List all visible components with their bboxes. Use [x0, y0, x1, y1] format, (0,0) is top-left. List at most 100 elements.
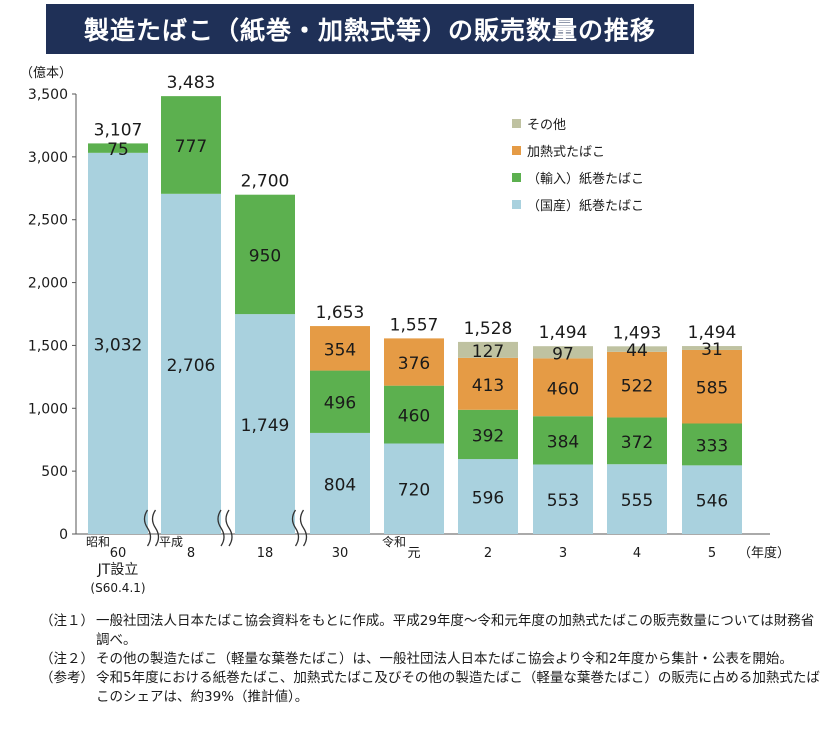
footnote-2: （注２） その他の製造たばこ（軽量な葉巻たばこ）は、一般社団法人日本たばこ協会よ…: [40, 650, 820, 669]
legend-label: 加熱式たばこ: [527, 145, 605, 160]
x-tick-label: 60: [110, 546, 127, 561]
bar-segment: [607, 346, 667, 352]
total-label: 2,700: [241, 172, 290, 192]
bar-segment: [235, 314, 295, 534]
axis-break-mark: [217, 509, 225, 547]
y-tick-label: 3,500: [28, 87, 68, 103]
data-label: 376: [398, 354, 430, 374]
data-label: 460: [398, 407, 430, 427]
bar-segment: [533, 346, 593, 359]
data-label: 384: [547, 432, 579, 452]
footnote-label: （注２）: [40, 651, 94, 667]
bar-segment: [310, 370, 370, 433]
x-tick-label: 2: [484, 546, 492, 561]
chart-title: 製造たばこ（紙巻・加熱式等）の販売数量の推移: [46, 4, 694, 54]
data-label: 553: [547, 491, 579, 511]
legend-swatch: [512, 200, 521, 209]
y-axis-label: （億本）: [20, 65, 72, 81]
footnotes: （注１） 一般社団法人日本たばこ協会資料をもとに作成。平成29年度～令和元年度の…: [40, 612, 820, 707]
footnote-text: その他の製造たばこ（軽量な葉巻たばこ）は、一般社団法人日本たばこ協会より令和2年…: [96, 651, 793, 667]
data-label: 522: [621, 377, 653, 397]
x-tick-label: 4: [633, 546, 641, 561]
bar-segment: [458, 341, 518, 358]
footnote-label: （注１）: [40, 613, 94, 629]
legend-swatch: [512, 173, 521, 182]
bar-segment: [161, 193, 221, 534]
bar-segment: [384, 443, 444, 534]
total-label: 1,494: [539, 323, 588, 343]
bar-segment: [310, 432, 370, 534]
x-tick-label: 18: [257, 546, 274, 561]
bar-segment: [235, 194, 295, 315]
bar-segment: [458, 357, 518, 410]
total-label: 3,483: [167, 73, 216, 93]
x-tick-label: 8: [187, 546, 195, 561]
bar-segment: [458, 459, 518, 534]
bar-segment: [682, 346, 742, 350]
data-label: 585: [696, 379, 728, 399]
x-tick-label: 3: [559, 546, 567, 561]
data-label: 555: [621, 491, 653, 511]
footnote-text: 令和5年度における紙巻たばこ、加熱式たばこ及びその他の製造たばこ（軽量な葉巻たば…: [96, 670, 820, 705]
sub-label: JT設立: [97, 562, 139, 578]
y-tick-label: 0: [59, 527, 68, 543]
x-tick-label: 30: [332, 546, 349, 561]
x-tick-label: 5: [708, 546, 716, 561]
axis-break-mark: [143, 509, 152, 547]
data-label: 372: [621, 433, 653, 453]
legend-swatch: [512, 146, 521, 155]
bar-segment: [607, 464, 667, 534]
legend-label: その他: [527, 118, 566, 133]
y-tick-label: 500: [41, 464, 68, 480]
bar-segment: [88, 152, 148, 534]
data-label: 804: [324, 475, 356, 495]
axis-break-mark: [151, 509, 160, 547]
y-tick-label: 2,000: [28, 276, 68, 292]
footnote-3: （参考） 令和5年度における紙巻たばこ、加熱式たばこ及びその他の製造たばこ（軽量…: [40, 669, 820, 707]
data-label: 354: [324, 340, 356, 360]
total-label: 1,557: [390, 315, 439, 335]
sub-label: (S60.4.1): [90, 581, 145, 595]
total-label: 1,653: [316, 303, 365, 323]
x-axis-label: （年度）: [738, 545, 790, 561]
bar-segment: [533, 416, 593, 465]
bar-segment: [682, 423, 742, 466]
data-label: 2,706: [167, 356, 216, 376]
data-label: 496: [324, 394, 356, 414]
data-label: 333: [696, 436, 728, 456]
x-tick-label: 元: [407, 546, 420, 561]
total-label: 1,493: [613, 323, 662, 343]
footnote-label: （参考）: [40, 670, 94, 686]
data-label: 3,032: [94, 335, 143, 355]
data-label: 546: [696, 492, 728, 512]
data-label: 777: [175, 137, 207, 157]
total-label: 1,528: [464, 319, 513, 339]
data-label: 392: [472, 426, 504, 446]
bar-segment: [533, 464, 593, 534]
bar-segment: [458, 409, 518, 460]
data-label: 31: [701, 340, 723, 360]
data-label: 75: [107, 140, 129, 160]
data-label: 1,749: [241, 416, 290, 436]
bar-segment: [607, 417, 667, 465]
y-tick-label: 2,500: [28, 213, 68, 229]
bar-segment: [161, 96, 221, 194]
stacked-bar-chart: 0 500 1,000 1,500 2,000 2,500 3,000 3,500 （億本） 3,…: [20, 65, 790, 595]
y-tick-label: 1,500: [28, 338, 68, 354]
bar-segment: [607, 351, 667, 418]
y-tick-label: 1,000: [28, 401, 68, 417]
legend-label: （輸入）紙巻たばこ: [527, 172, 644, 187]
bar-segment: [384, 385, 444, 444]
total-label: 3,107: [94, 120, 143, 140]
bar-segment: [682, 465, 742, 534]
data-label: 127: [472, 342, 504, 362]
legend-swatch: [512, 119, 521, 128]
axis-break-mark: [299, 509, 308, 547]
bar-segment: [384, 338, 444, 386]
data-label: 950: [249, 246, 281, 266]
bar-segment: [310, 326, 370, 371]
data-label: 44: [626, 341, 648, 361]
data-label: 720: [398, 481, 430, 501]
legend-label: （国産）紙巻たばこ: [527, 198, 644, 214]
data-label: 460: [547, 379, 579, 399]
